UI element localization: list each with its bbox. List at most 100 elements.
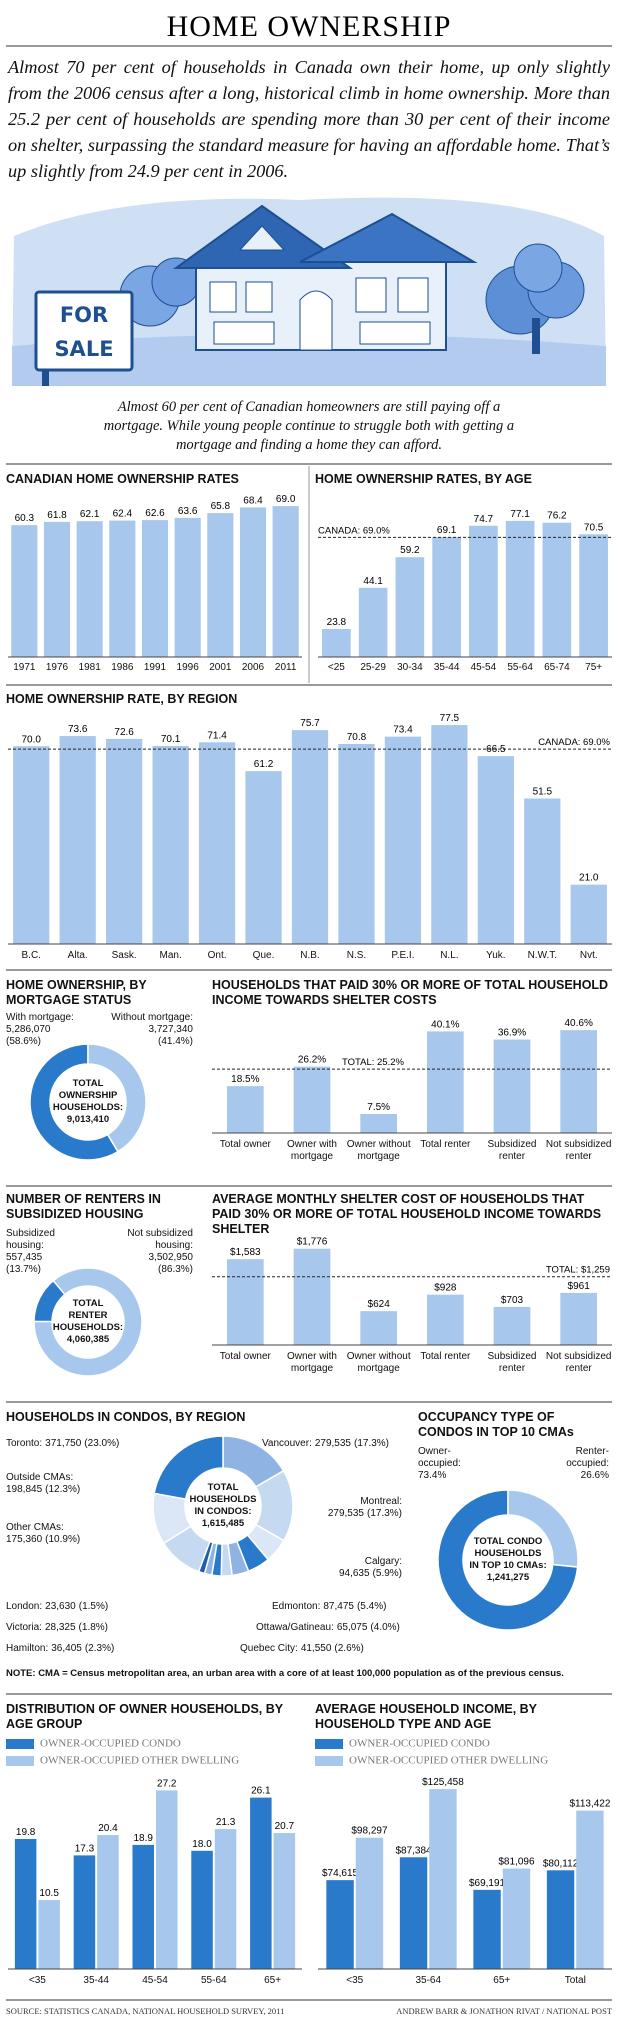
category-label: 25-29 (360, 662, 386, 673)
center-label: TOTAL (72, 1298, 104, 1309)
slice-label-part: (2.3%) (84, 1643, 115, 1654)
bar (191, 1850, 213, 1969)
credit: ANDREW BARR & JONATHON RIVAT / NATIONAL … (396, 2006, 613, 2016)
slice-label-part: Without mortgage: (111, 1012, 193, 1023)
value-label: 62.4 (113, 509, 133, 520)
donut-slice (87, 1043, 147, 1153)
slice-label-part: (58.6%) (6, 1036, 42, 1047)
slice-label: Calgary: 94,635 (5.9%) (280, 1556, 405, 1580)
slice-label-part: With mortgage: (6, 1012, 74, 1023)
category-label: Sask. (111, 950, 137, 961)
value-label: 59.2 (400, 545, 420, 556)
center-label: TOTAL (207, 1482, 239, 1493)
category-label: 45-54 (142, 1975, 168, 1986)
category-label: 45-54 (470, 662, 497, 673)
bar (427, 1294, 464, 1345)
chart-title: HOME OWNERSHIP RATES, BY AGE (315, 472, 532, 486)
bar (13, 746, 50, 944)
value-label: 61.2 (254, 759, 274, 770)
category-label: Subsidized renter (487, 1139, 537, 1162)
slice-label: Without mortgage: 3,727,340 (41.4%) (110, 1012, 196, 1048)
slice-label: Hamilton: 36,405 (2.3%) (6, 1643, 166, 1655)
value-label: 65.8 (211, 501, 231, 512)
bar (469, 525, 498, 657)
reference-label: CANADA: 69.0% (318, 525, 390, 536)
category-label: Subsidized renter (487, 1351, 537, 1374)
center-label: 4,060,385 (66, 1334, 110, 1345)
value-label: 76.2 (547, 511, 567, 522)
category-label: N.W.T. (527, 950, 558, 961)
value-label: 7.5% (367, 1102, 390, 1113)
category-label: 35-64 (415, 1975, 442, 1986)
chart-title: HOME OWNERSHIP, BY MORTGAGE STATUS (6, 978, 147, 1007)
bar (76, 521, 103, 657)
category-label: 1996 (176, 662, 199, 673)
value-label: 40.1% (431, 1019, 459, 1030)
chart-title: HOUSEHOLDS IN CONDOS, BY REGION (6, 1410, 246, 1424)
slice-label: Montreal: 279,535 (17.3%) (280, 1496, 405, 1520)
center-label: OWNERSHIP (58, 1090, 118, 1101)
bar (477, 756, 514, 944)
bar (214, 1829, 237, 1969)
category-label: 1971 (13, 662, 36, 673)
bar (152, 745, 189, 944)
donut-slice (29, 1043, 120, 1161)
slice-label-part: Hamilton: (6, 1643, 49, 1654)
category-label: Total owner (219, 1139, 271, 1150)
bar (493, 1039, 531, 1133)
reference-label: TOTAL: $1,259 (546, 1265, 610, 1276)
value-label: $113,422 (569, 1799, 610, 1810)
slice-label-part: (5.9%) (372, 1568, 402, 1579)
category-label: Owner without mortgage (346, 1139, 411, 1162)
value-label: 27.2 (157, 1778, 177, 1789)
value-label: 70.1 (161, 734, 181, 745)
slice-label-part: Not subsidized housing: (127, 1228, 193, 1251)
bar (293, 1248, 331, 1345)
value-label: $125,458 (422, 1777, 464, 1788)
value-label: 10.5 (39, 1888, 59, 1899)
donut-slice (437, 1489, 579, 1631)
bar (174, 517, 201, 657)
bar (132, 1844, 154, 1969)
bar (245, 771, 282, 944)
slice-label-part: Victoria: (6, 1622, 42, 1633)
bar (198, 742, 236, 944)
bar (322, 629, 351, 657)
bar (227, 1259, 264, 1345)
value-label: 61.8 (47, 510, 67, 521)
donut-slice (507, 1489, 579, 1568)
category-label: Total (564, 1975, 586, 1986)
category-label: Ont. (207, 950, 227, 961)
legend-label: OWNER-OCCUPIED CONDO (349, 1738, 490, 1750)
category-label: N.S. (346, 950, 367, 961)
value-label: $703 (501, 1295, 524, 1306)
slice-label-part: (86.3%) (157, 1264, 193, 1275)
slice-label-part: (2.6%) (334, 1643, 364, 1654)
slice-label-part: (1.8%) (78, 1622, 108, 1633)
slice-label: Edmonton: 87,475 (5.4%) (272, 1601, 412, 1613)
center-label: 1,615,485 (201, 1518, 245, 1529)
legend-swatch (6, 1739, 34, 1749)
slice-label: Ottawa/Gatineau: 65,075 (4.0%) (256, 1622, 416, 1634)
bar (11, 525, 38, 657)
value-label: 68.4 (243, 495, 263, 506)
category-label: 1976 (45, 662, 69, 673)
value-label: 73.4 (393, 725, 413, 736)
value-label: 18.0 (192, 1839, 212, 1850)
slice-label: Not subsidized housing: 3,502,950 (86.3%) (120, 1228, 196, 1276)
center-label: HOUSEHOLDS: (52, 1102, 124, 1113)
slice-label-part: 23,630 (45, 1601, 76, 1612)
bar (106, 738, 143, 944)
bar (227, 1086, 264, 1133)
value-label: $624 (368, 1299, 391, 1310)
category-label: 1991 (143, 662, 167, 673)
category-label: 65-74 (544, 662, 570, 673)
bar (273, 1833, 296, 1969)
chart-title: DISTRIBUTION OF OWNER HOUSEHOLDS, BY AGE… (6, 1702, 283, 1731)
value-label: 71.4 (207, 730, 227, 741)
source: SOURCE: STATISTICS CANADA, NATIONAL HOUS… (6, 2006, 284, 2016)
sign-text: FOR (60, 303, 108, 327)
category-label: Yuk. (486, 950, 506, 961)
slice-label-part: (17.3%) (354, 1438, 390, 1449)
category-label: Total renter (420, 1139, 471, 1150)
